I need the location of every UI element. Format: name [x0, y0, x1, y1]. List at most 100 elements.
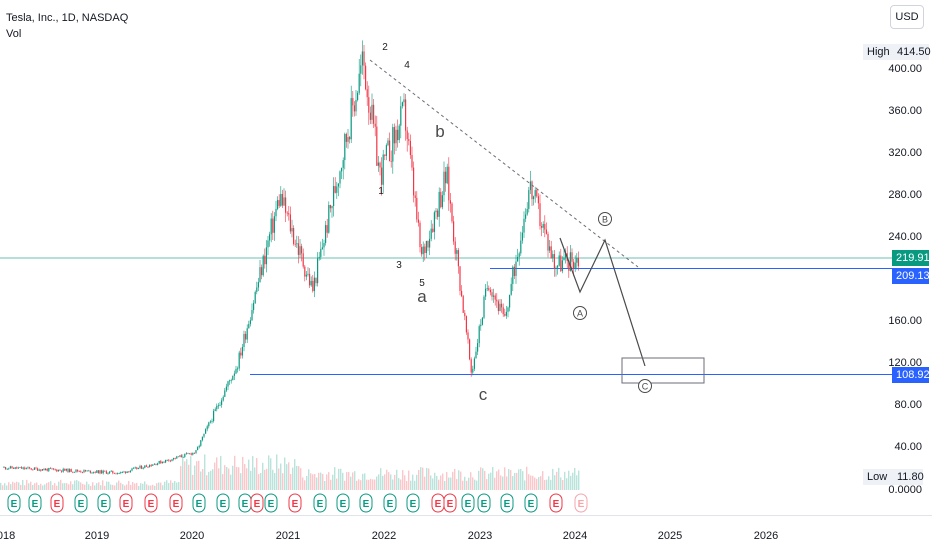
candle-body: [534, 190, 536, 197]
candle-body: [219, 404, 221, 406]
volume-bar: [348, 471, 350, 490]
volume-bar: [82, 483, 84, 490]
volume-bar: [104, 485, 106, 490]
volume-bar: [68, 484, 70, 490]
volume-bar: [232, 465, 234, 490]
earnings-marker-letter: E: [242, 499, 249, 510]
earnings-marker[interactable]: [288, 493, 302, 513]
candle-body: [134, 467, 136, 469]
candle-body: [272, 218, 274, 233]
earnings-marker[interactable]: [549, 493, 563, 513]
earnings-marker[interactable]: [250, 493, 264, 513]
projection-path[interactable]: [559, 237, 646, 367]
volume-bar: [130, 484, 132, 490]
candle-body: [205, 429, 207, 434]
candle-body: [147, 466, 149, 468]
volume-bar: [388, 472, 390, 490]
earnings-marker[interactable]: [192, 493, 206, 513]
volume-bar: [430, 475, 432, 490]
volume-bar: [352, 472, 354, 490]
candle-body: [166, 459, 168, 461]
candle-body: [240, 352, 242, 356]
candle-body: [251, 310, 253, 321]
candle-body: [224, 390, 226, 397]
earnings-marker[interactable]: [524, 493, 538, 513]
earnings-marker[interactable]: [336, 493, 350, 513]
candle-body: [331, 206, 333, 209]
volume-bar: [24, 485, 26, 490]
earnings-marker[interactable]: [119, 493, 133, 513]
earnings-marker[interactable]: [461, 493, 475, 513]
candle-body: [109, 471, 111, 474]
candle-body: [453, 221, 455, 242]
earnings-marker[interactable]: [383, 493, 397, 513]
candle-body: [8, 468, 10, 470]
earnings-marker-letter: E: [254, 499, 261, 510]
candle-body: [465, 316, 467, 333]
candle-body: [544, 224, 546, 230]
candle-body: [5, 467, 7, 469]
volume-bar: [354, 471, 356, 490]
trendline-dashed[interactable]: [369, 59, 639, 268]
earnings-marker[interactable]: [7, 493, 21, 513]
volume-bar: [310, 473, 312, 490]
candle-body: [481, 317, 483, 325]
earnings-marker[interactable]: [144, 493, 158, 513]
candle-body: [344, 133, 346, 161]
candle-body: [440, 191, 442, 208]
volume-bar: [312, 474, 314, 490]
volume-bar: [422, 467, 424, 490]
earnings-marker[interactable]: [97, 493, 111, 513]
candle-body: [467, 332, 469, 340]
candle-body: [85, 470, 87, 472]
volume-bar: [72, 484, 74, 490]
candle-body: [461, 290, 463, 297]
earnings-marker-letter: E: [220, 499, 227, 510]
candle-body: [483, 296, 485, 318]
candle-body: [333, 186, 335, 207]
earnings-marker[interactable]: [359, 493, 373, 513]
volume-bar: [564, 471, 566, 490]
candle-body: [385, 145, 387, 156]
candle-body: [409, 140, 411, 156]
candle-body: [211, 421, 213, 422]
candle-body: [145, 465, 147, 467]
target-box[interactable]: [621, 357, 705, 384]
volume-bar: [220, 455, 222, 490]
candle-body: [485, 288, 487, 297]
time-axis-label: 2025: [658, 530, 682, 542]
symbol-title[interactable]: Tesla, Inc., 1D, NASDAQ: [6, 12, 129, 24]
earnings-marker[interactable]: [216, 493, 230, 513]
candle-body: [113, 473, 115, 474]
volume-bar: [22, 479, 24, 490]
candle-body: [237, 368, 239, 370]
candle-body: [222, 396, 224, 401]
earnings-marker[interactable]: [264, 493, 278, 513]
earnings-marker[interactable]: [28, 493, 42, 513]
earnings-marker[interactable]: [406, 493, 420, 513]
candle-body: [352, 98, 354, 106]
candle-body: [577, 257, 579, 267]
earnings-marker[interactable]: [500, 493, 514, 513]
earnings-marker[interactable]: [477, 493, 491, 513]
candle-body: [576, 257, 578, 263]
earnings-marker[interactable]: [574, 493, 588, 513]
candle-body: [139, 465, 141, 468]
volume-bar: [496, 471, 498, 490]
earnings-marker[interactable]: [443, 493, 457, 513]
earnings-marker[interactable]: [74, 493, 88, 513]
earnings-marker[interactable]: [50, 493, 64, 513]
candle-body: [561, 260, 563, 272]
candle-body: [280, 193, 282, 206]
volume-label[interactable]: Vol: [6, 28, 22, 40]
volume-bar: [298, 466, 300, 490]
candle-body: [118, 472, 120, 474]
currency-button[interactable]: USD: [890, 5, 924, 29]
earnings-marker-letter: E: [481, 499, 488, 510]
volume-bar: [90, 485, 92, 490]
earnings-marker[interactable]: [169, 493, 183, 513]
earnings-marker[interactable]: [313, 493, 327, 513]
candle-body: [267, 240, 269, 248]
